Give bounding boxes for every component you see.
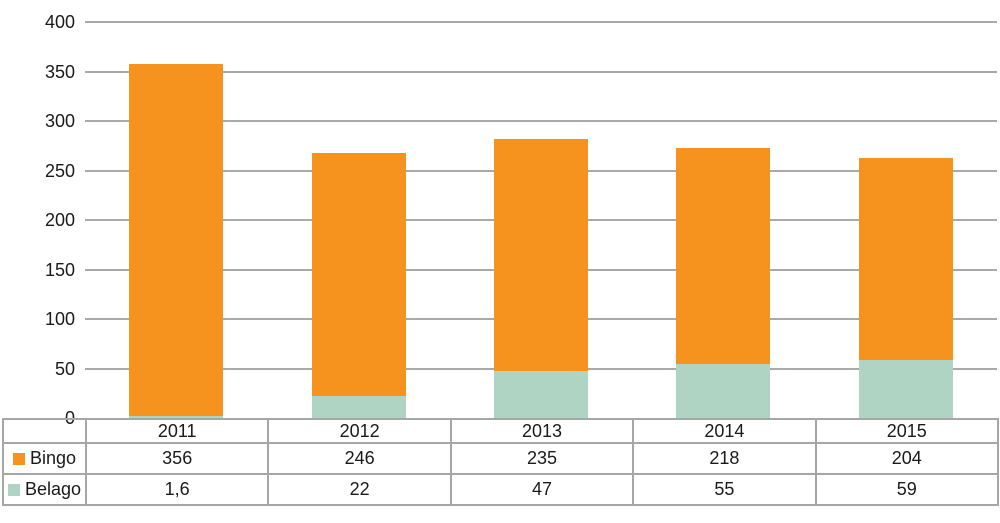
- bar-segment-belago-2015: [858, 359, 953, 418]
- plot-area: [85, 21, 997, 418]
- y-axis-label-350: 350: [44, 62, 75, 82]
- year-header: 2011: [84, 418, 270, 444]
- bingo-legend-swatch-icon: [12, 453, 25, 465]
- table-row-bingo: Bingo 356 246 235 218 204: [2, 442, 999, 475]
- series-label-bingo: Bingo: [29, 448, 77, 468]
- bar-segment-bingo-2014: [676, 147, 771, 364]
- bar-segment-bingo-2012: [311, 152, 406, 397]
- gridline-350: [85, 71, 997, 73]
- value-cell-bingo: 246: [267, 442, 452, 475]
- year-header: 2013: [449, 418, 635, 444]
- value-cell-bingo: 204: [814, 442, 999, 475]
- table-corner-cell: [2, 418, 87, 444]
- legend-cell-bingo: Bingo: [2, 442, 87, 475]
- value-cell-bingo: 235: [449, 442, 635, 475]
- value-cell-belago: 55: [632, 473, 817, 506]
- legend-cell-belago: Belago: [2, 473, 87, 506]
- value-cell-belago: 59: [814, 473, 999, 506]
- value-cell-bingo: 218: [632, 442, 817, 475]
- bar-segment-belago-2014: [676, 363, 771, 418]
- bar-segment-belago-2012: [311, 396, 406, 418]
- data-table: 2011 2012 2013 2014 2015 Bingo 356 246 2…: [2, 418, 999, 506]
- bar-segment-bingo-2011: [129, 63, 224, 417]
- value-cell-belago: 1,6: [84, 473, 270, 506]
- year-header: 2014: [632, 418, 817, 444]
- value-cell-belago: 47: [449, 473, 635, 506]
- series-label-belago: Belago: [24, 479, 82, 499]
- y-axis-label-0: 0: [64, 408, 75, 428]
- y-axis-label-100: 100: [44, 309, 75, 329]
- year-header: 2012: [267, 418, 452, 444]
- y-axis-label-400: 400: [44, 12, 75, 32]
- y-axis-label-50: 50: [54, 359, 75, 379]
- value-cell-belago: 22: [267, 473, 452, 506]
- table-row-belago: Belago 1,6 22 47 55 59: [2, 473, 999, 506]
- bar-segment-belago-2011: [129, 416, 224, 418]
- y-axis-label-150: 150: [44, 260, 75, 280]
- y-axis-label-300: 300: [44, 111, 75, 131]
- gridline-300: [85, 120, 997, 122]
- bar-segment-belago-2013: [494, 371, 588, 418]
- y-axis-label-250: 250: [44, 161, 75, 181]
- bar-segment-bingo-2015: [858, 157, 953, 360]
- gridline-400: [85, 21, 997, 23]
- belago-legend-swatch-icon: [7, 484, 20, 496]
- table-header-row: 2011 2012 2013 2014 2015: [2, 418, 999, 444]
- y-axis-label-200: 200: [44, 210, 75, 230]
- year-header: 2015: [814, 418, 999, 444]
- bar-segment-bingo-2013: [494, 138, 588, 372]
- value-cell-bingo: 356: [84, 442, 270, 475]
